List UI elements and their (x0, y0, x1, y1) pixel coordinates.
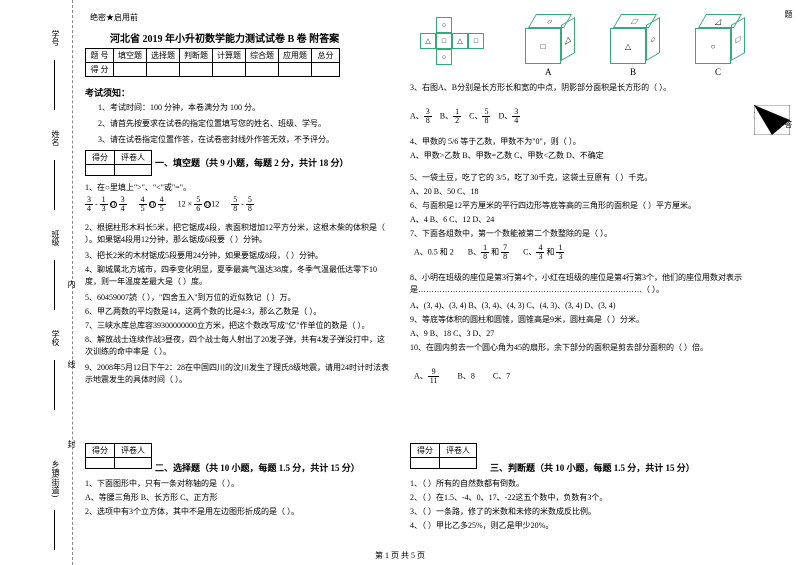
q3: 3、把长2米的木材锯成5段要用24分钟，如果要锯成8段，（ ）分钟。 (85, 250, 390, 262)
s3q4: 4、（ ）甲比乙多25%，则乙是甲少20%。 (410, 520, 780, 532)
score-table: 题 号 填空题 选择题 判断题 计算题 综合题 应用题 总分 得 分 (85, 48, 340, 77)
cell: 应用题 (279, 49, 312, 63)
rq9: 9、等底等体积的圆柱和圆锥，圆锥高是9米，圆柱高是（ ）分米。 (410, 314, 780, 326)
label-C: C (715, 67, 721, 77)
underline (54, 60, 55, 110)
notice-3: 3、请在试卷指定位置作答，在试卷密封线外作答无效，不予评分。 (98, 134, 334, 145)
q4: 4、聊城属北方城市，四季变化明显，夏季最高气温达38度，冬季气温最低达零下10度… (85, 264, 390, 288)
cell: 题 号 (86, 49, 114, 63)
notice-2: 2、请首先按要求在试卷的指定位置填写您的姓名、班级、学号。 (98, 118, 326, 129)
cell: 总分 (312, 49, 340, 63)
cell: 计算题 (213, 49, 246, 63)
rq7: 7、下面各组数中，第一个数能被第二个数整除的是（ ）。 (410, 228, 780, 240)
label-feng: 封 (66, 440, 77, 448)
rq7-opts: A、0.5 和 2 B、18 和 78 C、43 和 13 (410, 244, 780, 261)
q9: 9、2008年5月12日下午2：28在中国四川的汶川发生了理氏8级地震，请用24… (85, 362, 390, 386)
right-label-ti: 题 (783, 10, 794, 18)
label-xuehao: 学号 (50, 30, 61, 46)
q7: 7、三峡水库总库容39300000000立方米，把这个数改写成"亿"作单位的数是… (85, 320, 390, 332)
cell: 综合题 (246, 49, 279, 63)
s3q1: 1、（ ）所有的自然数都有倒数。 (410, 478, 780, 490)
rq10-opts: A、911 B、8 C、7 (410, 368, 780, 385)
s3q3: 3、（ ）一条路，修了的米数和未修的米数成反比例。 (410, 506, 780, 518)
rq5: 5、一袋土豆，吃了它的 3/5，吃了30千克，这袋土豆原有（ ）千克。 (410, 172, 780, 184)
label-xuexiao: 学校 (50, 330, 61, 346)
q8: 8、解放战士连续作战3昼夜，四个战士每人射出了20发子弹，共有4发子弹没打中，这… (85, 334, 390, 358)
triangle-figure: A B (754, 105, 790, 135)
q1: 1、在○里填上">"、"<"或"="。 (85, 182, 390, 194)
sec2-score-table: 得分评卷人 (85, 443, 152, 469)
svg-text:A: A (754, 107, 755, 115)
cube-diagram: ○ △□△□ ○ ○□△ □△○ △○□ A B C (420, 12, 770, 72)
label-nei: 内 (66, 280, 77, 288)
notice-1: 1、考试时间：100 分钟，本卷满分为 100 分。 (98, 102, 260, 113)
label-banji: 班级 (50, 230, 61, 246)
q6: 6、甲乙两数的平均数是14，这两个数的比是4:3，那么乙数是（ ）。 (85, 306, 390, 318)
s2q2: 2、选项中有3个立方体，其中不是用左边图形折成的是（ ）。 (85, 506, 390, 518)
underline (54, 360, 55, 410)
section3-header: 三、判断题（共 10 小题，每题 1.5 分，共计 15 分） (490, 461, 695, 474)
notice-header: 考试须知： (85, 86, 130, 99)
sec3-score-table: 得分评卷人 (410, 443, 477, 469)
rq6: 6、与面积是12平方厘米的平行四边形等底等高的三角形的面积是（ ）平方厘米。 (410, 200, 780, 212)
underline (54, 510, 55, 550)
rq9-opts: A、9 B、18 C、3 D、27 (410, 328, 780, 340)
rq5-opts: A、20 B、50 C、18 (410, 186, 780, 198)
underline (54, 160, 55, 210)
q5: 5、60459007読（ ），"四舍五入"到万位的近似数记（ ）万。 (85, 292, 390, 304)
underline (54, 260, 55, 310)
label-xingming: 姓名 (50, 130, 61, 146)
rq4: 4、甲数的 5/6 等于乙数，甲数不为"0"，则（ ）。 (410, 136, 780, 148)
cell: 得 分 (86, 63, 114, 77)
label-xiangzhen: 乡镇(街道) (50, 460, 61, 497)
rq3-opts: A、38 B、12 C、58 D、34 (410, 108, 780, 125)
cell: 填空题 (114, 49, 147, 63)
cube-net: ○ △□△□ ○ (420, 17, 484, 65)
cell: 选择题 (147, 49, 180, 63)
rq8-opts: A、(3, 4)、(3, 4) B、(3, 4)、(4, 3) C、(4, 3)… (410, 300, 780, 312)
rq4-opts: A、甲数>乙数 B、甲数=乙数 C、甲数<乙数 D、不确定 (410, 150, 780, 162)
s2q1: 1、下面图形中，只有一条对称轴的是（ ）。 (85, 478, 390, 490)
s2q1-opts: A、等腰三角形 B、长方形 C、正方形 (85, 492, 390, 504)
page-footer: 第 1 页 共 5 页 (0, 550, 800, 561)
label-A: A (545, 67, 552, 77)
exam-title: 河北省 2019 年小升初数学能力测试试卷 B 卷 附答案 (110, 30, 339, 45)
cube-A: ○□△ (525, 14, 575, 64)
q2: 2、根据柱形木料长5米，把它锯成4段，表面积增加12平方分米，这根木柴的体积是（… (85, 222, 390, 246)
rq3: 3、右图A、B分别是长方形长和宽的中点，阴影部分面积是长方形的（ ）。 (410, 82, 780, 94)
rq6-opts: A、4 B、6 C、12 D、24 (410, 214, 780, 226)
label-xian: 线 (66, 360, 77, 368)
secret-label: 绝密★启用前 (90, 12, 138, 23)
rq8: 8、小明在班级的座位是第3行第4个，小红在班级的座位是第4行第3个，他们的座位用… (410, 272, 780, 296)
rq10: 10、在圆内剪去一个圆心角为45的扇形，余下部分的面积是剪去部分面积的（ ）倍。 (410, 342, 780, 354)
section2-header: 二、选择题（共 10 小题，每题 1.5 分，共计 15 分） (155, 461, 360, 474)
cube-B: □△○ (610, 14, 660, 64)
label-B: B (630, 67, 636, 77)
cell: 判断题 (180, 49, 213, 63)
section1-header: 一、填空题（共 9 小题，每题 2 分，共计 18 分） (155, 156, 349, 169)
sec1-score-table: 得分评卷人 (85, 150, 152, 176)
q1-expr: 34 - 13 O 34 45 O 45 12 × 56 O12 58 - 58 (85, 196, 390, 213)
cube-C: △○□ (695, 14, 745, 64)
s3q2: 2、（ ）在1.5、-4、0、17、-22这五个数中，负数有3个。 (410, 492, 780, 504)
left-margin: 学号 姓名 班级 学校 乡镇(街道) 内 线 封 (0, 0, 78, 565)
